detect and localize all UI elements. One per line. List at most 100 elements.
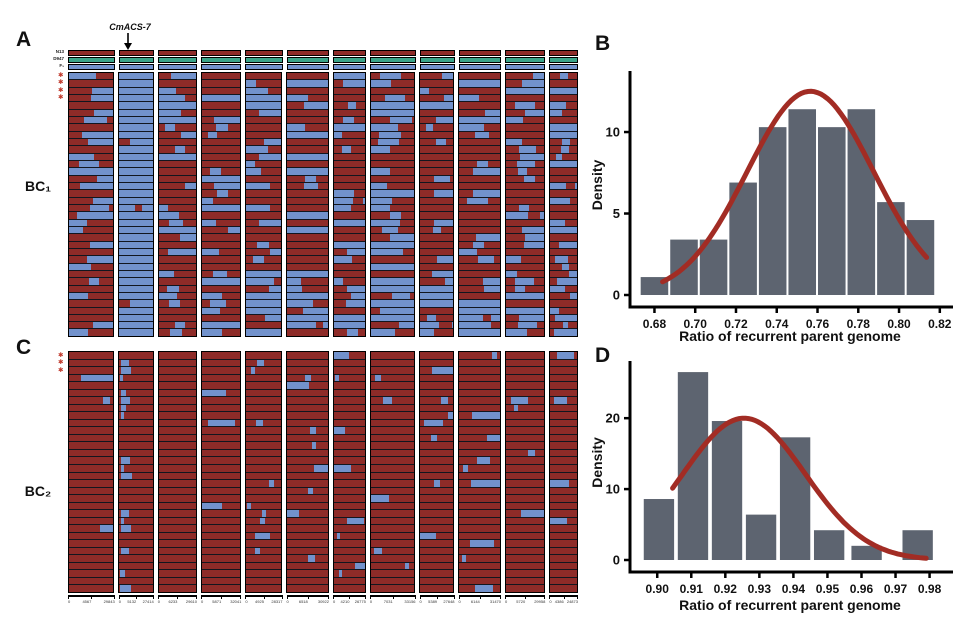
genotype-row [119,577,153,586]
axis-tick-labels: 0 5389 27648 [420,600,455,604]
genotype-row [420,449,454,458]
genotype-row [370,555,415,563]
axis-tick-labels: 0 6233 29610 [158,600,197,604]
genotype-row [201,87,241,95]
genotype-row [505,389,544,398]
axis-tick [453,595,455,599]
chromosome-axis: 0 5132 27414 [118,595,154,607]
genotype-row [505,80,544,88]
introgression-segment [158,109,182,116]
genotype-row [119,427,153,435]
introgression-segment [308,487,314,495]
genotype-row [459,562,500,571]
introgression-segment [370,182,387,190]
genotype-row [246,359,282,368]
introgression-segment [549,314,556,322]
genotype-row [69,307,114,315]
histogram-bar [813,530,845,560]
genotype-row [333,517,365,526]
genotype-row [420,241,454,249]
genotype-row [246,555,282,563]
genotype-row [201,495,241,503]
genotype-row [420,547,454,556]
genotype-row [370,307,415,315]
genotype-row [69,464,114,473]
genotype-row [246,389,282,398]
histogram-bar [818,127,846,295]
genotype-row [201,278,241,286]
genotype-row [333,204,365,213]
introgression-segment [390,212,402,219]
introgression-segment [287,510,300,517]
genotype-row [287,464,328,473]
genotype-row [370,517,415,526]
genotype-row [69,138,114,147]
genotype-row [420,168,454,176]
genotype-row [119,307,153,315]
axis-tick [307,595,309,599]
genotype-row [287,300,328,308]
introgression-segment [304,182,318,190]
introgression-segment [470,480,500,487]
introgression-segment [257,359,264,367]
genotype-row [287,480,328,488]
genotype-row [119,204,153,213]
genotype-row [549,382,577,390]
bc2-generation-label: BC₂ [24,483,52,499]
genotype-row [333,510,365,518]
genotype-row [549,555,577,563]
genotype-row [287,138,328,147]
genotype-row [201,131,241,139]
genotype-row [201,480,241,488]
genotype-row [333,532,365,541]
genotype-row [246,182,282,191]
genotype-row [246,502,282,511]
genotype-row [158,219,196,227]
genotype-row [333,263,365,271]
introgression-segment [175,146,185,153]
genotype-row [201,241,241,249]
genotype-row [505,278,544,286]
introgression-segment [158,292,177,300]
genotype-row [459,495,500,503]
genotype-row [333,502,365,511]
introgression-segment [347,329,358,336]
introgression-segment [519,204,530,212]
genotype-row [333,153,365,161]
genotype-row [370,487,415,496]
y-axis-title: Density [589,437,605,488]
genotype-row [549,73,577,81]
genotype-row [505,457,544,465]
genotype-row [420,517,454,526]
genotype-row [505,109,544,117]
genotype-row [287,434,328,443]
genotype-row [505,73,544,81]
genotype-row [459,87,500,95]
axis-tick-labels: 0 5871 32041 [201,600,241,604]
chromosome-axis: 0 4210 26775 [332,595,366,607]
genotype-row [459,525,500,533]
genotype-row [549,278,577,286]
introgression-segment [120,367,131,374]
genotype-row [505,397,544,405]
chromosome-axis: 0 7031 33156 [369,595,416,607]
genotype-row [69,248,114,257]
introgression-segment [208,131,217,138]
genotype-row [459,322,500,330]
introgression-segment [513,404,519,412]
genotype-row [119,160,153,169]
genotype-row [287,80,328,88]
parent-genotype-bar [245,50,283,56]
parent-genotype-bar [332,50,366,56]
genotype-row [505,540,544,548]
genotype-row [420,412,454,420]
introgression-segment [475,234,500,241]
introgression-segment [120,359,130,367]
genotype-row [287,472,328,481]
genotype-row [287,570,328,578]
genotype-row [119,517,153,526]
introgression-segment [158,212,179,219]
introgression-segment [433,480,441,487]
genotype-row [246,397,282,405]
genotype-row [333,487,365,496]
